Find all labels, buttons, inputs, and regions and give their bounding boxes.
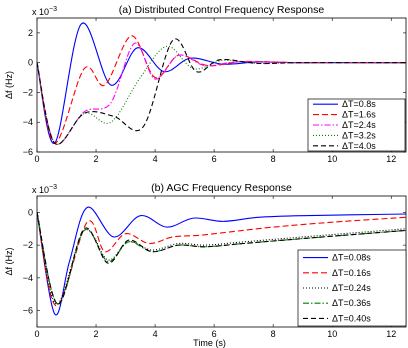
legend-entry-5: ΔT=4.0s xyxy=(342,141,376,151)
legend-box xyxy=(307,98,406,152)
x-tick-label: 6 xyxy=(212,154,217,164)
legend: ΔT=0.08s ΔT=0.16s ΔT=0.24s ΔT=0.36s ΔT=0.40s xyxy=(297,249,407,327)
y-tick-label: 0 xyxy=(28,58,33,68)
series-line-4 xyxy=(37,45,406,145)
x-tick-label: 6 xyxy=(212,329,217,339)
x-tick-label: 0 xyxy=(34,329,39,339)
x-tick-label: 2 xyxy=(94,154,99,164)
y-tick-label: −4 xyxy=(23,273,33,283)
legend-entry-2: ΔT=0.16s xyxy=(332,268,371,278)
y-multiplier-label: x 10−3 xyxy=(32,6,57,17)
y-multiplier-base: x 10 xyxy=(32,7,49,17)
series-line-5 xyxy=(37,212,406,305)
y-tick-label: −6 xyxy=(23,306,33,316)
x-tick-label: 0 xyxy=(34,154,39,164)
legend-entry-2: ΔT=1.6s xyxy=(342,110,376,120)
series-line-2 xyxy=(37,212,406,307)
y-axis-label: Δf (Hz) xyxy=(4,71,14,99)
x-tick-label: 10 xyxy=(327,154,337,164)
y-multiplier-label: x 10−3 xyxy=(32,184,57,195)
y-tick-label: −2 xyxy=(23,87,33,97)
legend-entry-1: ΔT=0.8s xyxy=(342,99,376,109)
legend-entry-5: ΔT=0.40s xyxy=(332,313,371,323)
legend-entry-3: ΔT=2.4s xyxy=(342,120,376,130)
plot-frame xyxy=(36,17,407,153)
x-tick-label: 10 xyxy=(327,329,337,339)
y-multiplier-base: x 10 xyxy=(32,185,49,195)
series-group xyxy=(37,22,406,145)
chart-title: (a) Distributed Control Frequency Respon… xyxy=(119,4,325,16)
legend-entry-1: ΔT=0.08s xyxy=(332,253,371,263)
x-tick-label: 4 xyxy=(153,329,158,339)
x-axis-label: Time (s) xyxy=(193,338,226,348)
series-line-5 xyxy=(37,38,406,145)
chart-panel-1: (a) Distributed Control Frequency Respon… xyxy=(4,4,407,164)
legend-entry-4: ΔT=0.36s xyxy=(332,298,371,308)
y-multiplier-exponent: −3 xyxy=(49,6,57,13)
x-tick-label: 12 xyxy=(386,329,396,339)
y-axis-label: Δf (Hz) xyxy=(4,247,14,275)
y-tick-label: −2 xyxy=(23,240,33,250)
series-line-3 xyxy=(37,212,406,305)
legend-entry-3: ΔT=0.24s xyxy=(332,283,371,293)
series-group xyxy=(37,206,406,316)
x-tick-label: 8 xyxy=(271,329,276,339)
chart-title: (b) AGC Frequency Response xyxy=(151,182,292,194)
chart-panel-2: (b) AGC Frequency Response x 10−3 0 2 4 6 8 10 1… xyxy=(4,182,407,348)
x-tick-label: 8 xyxy=(271,154,276,164)
y-tick-label: 0 xyxy=(28,207,33,217)
x-tick-label: 2 xyxy=(94,329,99,339)
y-tick-label: −6 xyxy=(23,147,33,157)
x-tick-label: 12 xyxy=(386,154,396,164)
y-tick-label: −4 xyxy=(23,117,33,127)
series-line-1 xyxy=(37,206,406,316)
y-multiplier-exponent: −3 xyxy=(49,184,57,191)
x-tick-label: 4 xyxy=(153,154,158,164)
legend-entry-4: ΔT=3.2s xyxy=(342,130,376,140)
y-tick-label: 2 xyxy=(28,28,33,38)
